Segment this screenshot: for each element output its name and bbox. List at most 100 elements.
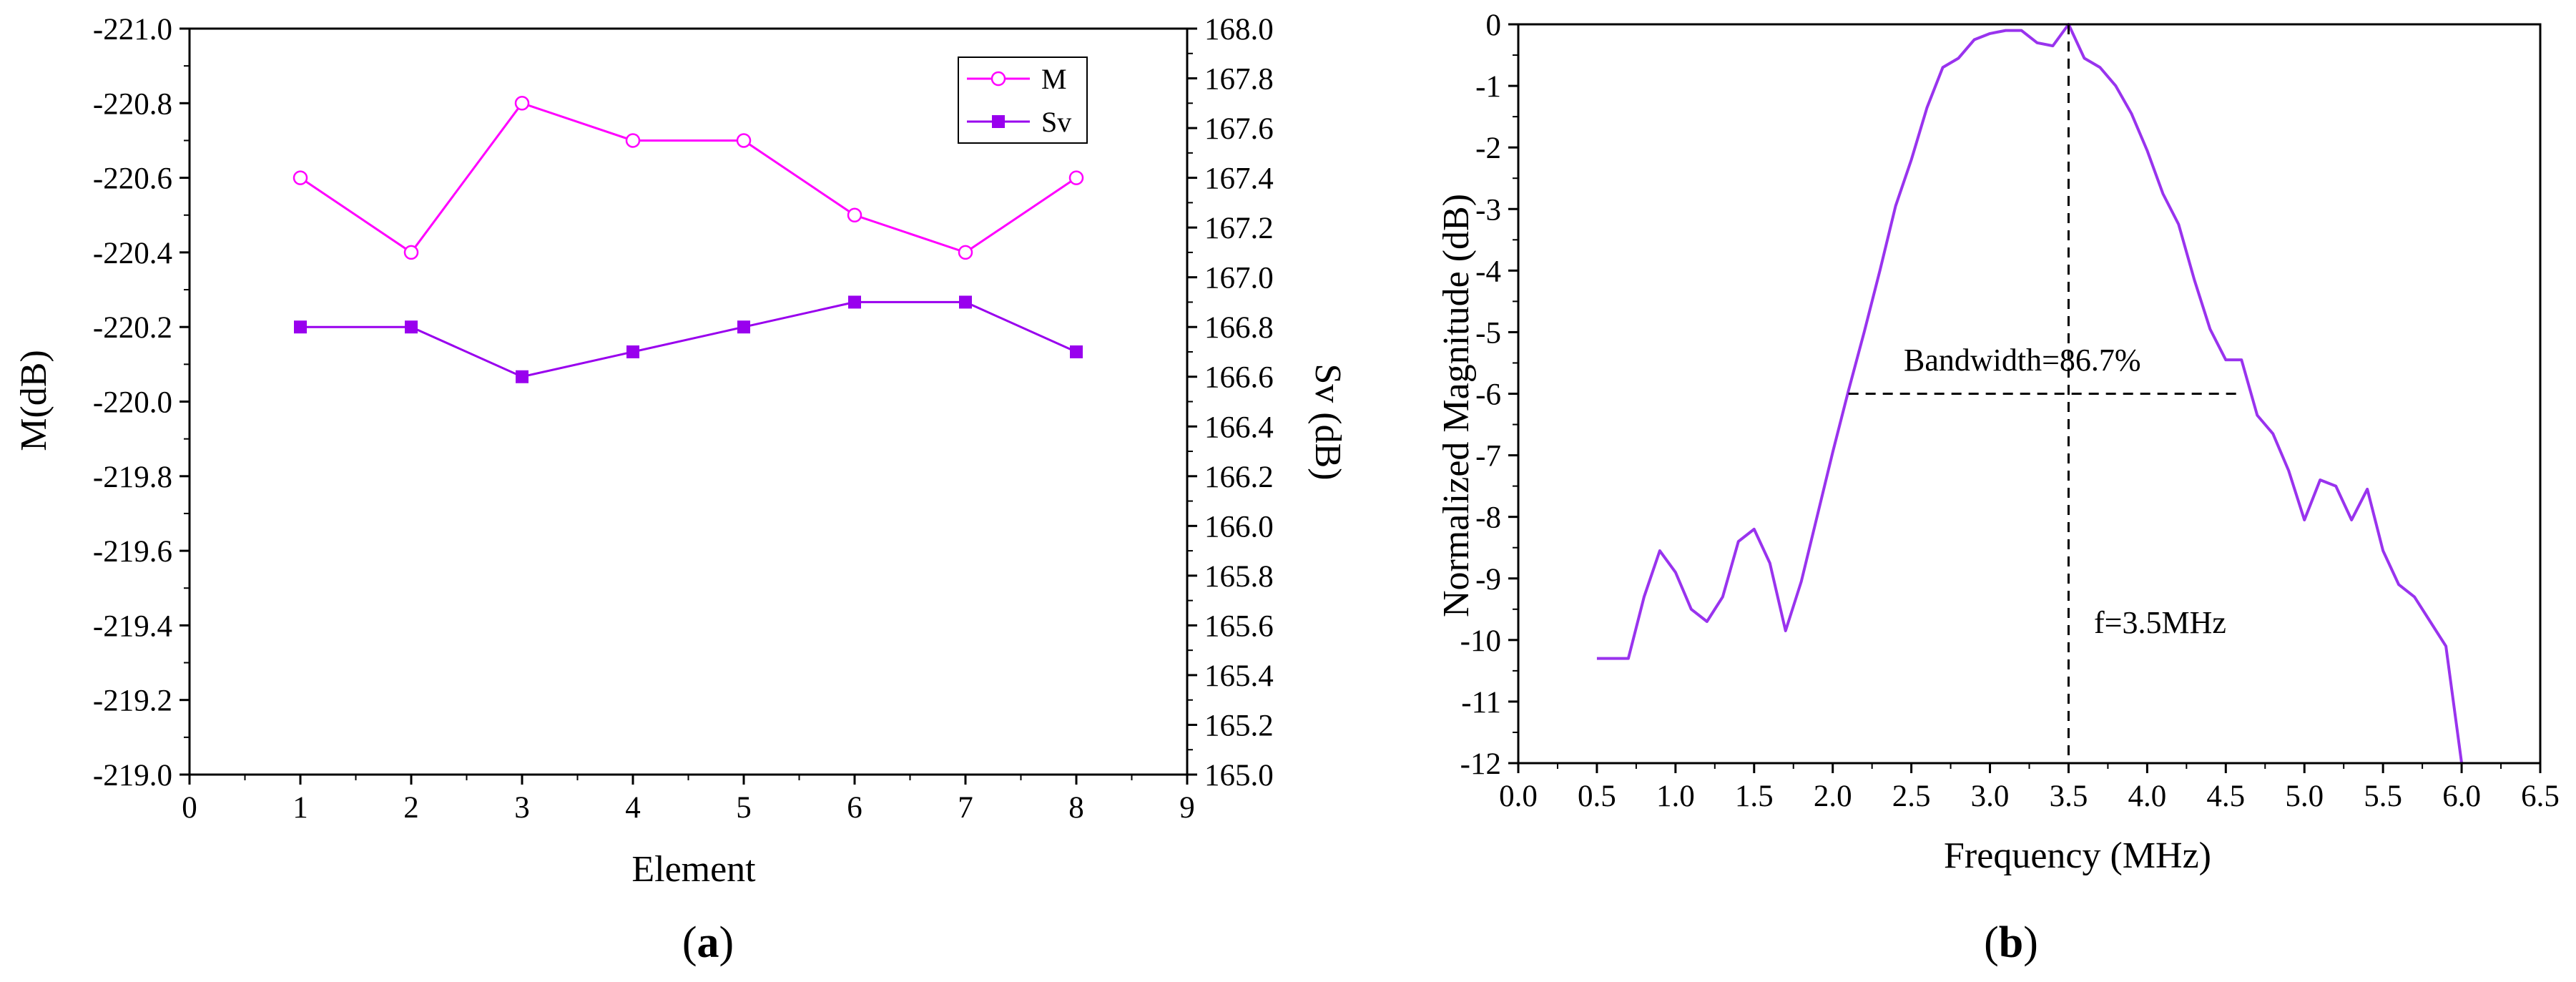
- series-sv-point: [405, 320, 418, 334]
- chart-b-tick-labels: 0.0 0.5 1.0 1.5 2.0 2.5 3.0 3.5 4.0 4.5 5.0 5.5 6.0 6…: [1460, 9, 2560, 813]
- frequency-response-line: [1596, 23, 2464, 764]
- series-m-point: [1068, 170, 1084, 185]
- series-sv-point: [294, 320, 307, 334]
- x-tick-label: 0: [182, 791, 197, 825]
- y-tick-label: -9: [1475, 563, 1501, 596]
- chart-b-annotation-lines: [1848, 24, 2242, 763]
- series-sv-point: [1070, 345, 1083, 358]
- chart-a: 0 1 2 3 4 5 6 7 8 9 -219.0 -219.2 -219.4 -219.6 -219.8…: [14, 13, 1348, 890]
- y-tick-label: -2: [1475, 132, 1501, 165]
- series-m-point: [736, 133, 752, 148]
- y-tick-label: 0: [1486, 9, 1502, 42]
- x-tick-label: 5: [736, 791, 752, 825]
- x-tick-label: 5.5: [2364, 780, 2402, 813]
- series-sv-point: [737, 320, 750, 334]
- chart-b-series: [1596, 23, 2464, 764]
- y-right-tick-label: 167.0: [1204, 262, 1274, 295]
- y-left-tick-label: -219.2: [93, 684, 172, 718]
- x-tick-label: 1.5: [1735, 780, 1774, 813]
- chart-a-xlabel: Element: [631, 849, 756, 890]
- series-sv-line: [300, 300, 1077, 378]
- y-right-tick-label: 165.6: [1204, 609, 1274, 643]
- y-right-tick-label: 165.2: [1204, 709, 1274, 742]
- y-tick-label: -6: [1475, 378, 1501, 412]
- y-tick-label: -7: [1475, 440, 1501, 473]
- x-tick-label: 3.0: [1971, 780, 2010, 813]
- chart-b-ticks: [1508, 23, 2542, 773]
- y-right-tick-label: 167.8: [1204, 63, 1274, 97]
- x-tick-label: 3: [514, 791, 530, 825]
- x-tick-label: 7: [958, 791, 973, 825]
- chart-a-ylabel-left: M(dB): [14, 350, 54, 451]
- y-right-tick-label: 166.2: [1204, 461, 1274, 494]
- legend-box: [958, 57, 1088, 144]
- x-tick-label: 4.5: [2206, 780, 2245, 813]
- y-left-tick-label: -219.8: [93, 461, 172, 494]
- series-m-point: [847, 207, 862, 222]
- series-sv-point: [959, 295, 972, 309]
- x-tick-label: 2.0: [1814, 780, 1852, 813]
- y-left-tick-label: -219.0: [93, 759, 172, 792]
- y-left-tick-label: -221.0: [93, 13, 172, 46]
- y-left-tick-label: -219.4: [93, 609, 172, 643]
- series-m-line: [300, 102, 1077, 254]
- chart-b-xlabel: Frequency (MHz): [1944, 835, 2211, 876]
- y-left-tick-label: -220.0: [93, 386, 172, 420]
- center-frequency-annotation: f=3.5MHz: [2094, 605, 2226, 640]
- legend-m-marker: [990, 71, 1006, 87]
- x-tick-label: 6: [847, 791, 862, 825]
- y-left-tick-label: -219.6: [93, 535, 172, 569]
- chart-a-ylabel-right: Sv (dB): [1307, 363, 1348, 480]
- y-left-tick-label: -220.6: [93, 162, 172, 196]
- y-right-tick-label: 168.0: [1204, 13, 1274, 46]
- y-right-tick-label: 165.4: [1204, 659, 1274, 693]
- x-tick-label: 1.0: [1656, 780, 1695, 813]
- y-tick-label: -10: [1460, 624, 1501, 658]
- y-right-tick-label: 166.0: [1204, 510, 1274, 544]
- chart-a-series-sv: [294, 295, 1083, 383]
- series-m-point: [514, 96, 530, 111]
- y-right-tick-label: 165.0: [1204, 759, 1274, 792]
- y-right-tick-label: 167.4: [1204, 162, 1274, 196]
- legend-m-label: M: [1041, 63, 1067, 95]
- y-right-tick-label: 167.6: [1204, 112, 1274, 146]
- chart-a-tick-labels: 0 1 2 3 4 5 6 7 8 9 -219.0 -219.2 -219.4 -219.6 -219.8…: [93, 13, 1274, 825]
- y-tick-label: -11: [1461, 686, 1501, 720]
- y-tick-label: -4: [1475, 255, 1501, 288]
- legend-sv-marker: [992, 115, 1005, 128]
- x-tick-label: 6.5: [2521, 780, 2560, 813]
- series-sv-point: [626, 345, 639, 358]
- series-m-point: [958, 245, 973, 260]
- series-sv-point: [848, 295, 861, 309]
- chart-a-plot-frame: [188, 27, 1189, 776]
- x-tick-label: 2.5: [1892, 780, 1931, 813]
- y-tick-label: -5: [1475, 316, 1501, 350]
- chart-b-ylabel: Normalized Magnitude (dB): [1436, 194, 1477, 617]
- y-tick-label: -8: [1475, 501, 1501, 535]
- x-tick-label: 3.5: [2050, 780, 2088, 813]
- y-right-tick-label: 166.6: [1204, 361, 1274, 395]
- x-tick-label: 2: [403, 791, 419, 825]
- legend-sv-label: Sv: [1041, 106, 1071, 138]
- x-tick-label: 1: [292, 791, 308, 825]
- y-left-tick-label: -220.4: [93, 237, 172, 270]
- x-tick-label: 9: [1179, 791, 1195, 825]
- x-tick-label: 5.0: [2285, 780, 2324, 813]
- x-tick-label: 0.5: [1578, 780, 1616, 813]
- chart-b-plot-frame: [1517, 23, 2542, 765]
- x-tick-label: 8: [1068, 791, 1084, 825]
- chart-a-legend: M Sv: [958, 57, 1088, 144]
- y-right-tick-label: 165.8: [1204, 560, 1274, 594]
- caption-b: (b): [1984, 918, 2038, 967]
- x-tick-label: 4.0: [2128, 780, 2167, 813]
- x-tick-label: 0.0: [1499, 780, 1538, 813]
- series-sv-point: [516, 370, 529, 383]
- chart-b: 0.0 0.5 1.0 1.5 2.0 2.5 3.0 3.5 4.0 4.5 5.0 5.5 6.0 6…: [1436, 9, 2560, 876]
- series-m-point: [292, 170, 308, 185]
- y-right-tick-label: 166.4: [1204, 411, 1274, 444]
- series-m-point: [625, 133, 641, 148]
- x-tick-label: 6.0: [2442, 780, 2481, 813]
- bandwidth-annotation: Bandwidth=86.7%: [1904, 343, 2141, 378]
- y-tick-label: -3: [1475, 193, 1501, 227]
- series-m-point: [403, 245, 419, 260]
